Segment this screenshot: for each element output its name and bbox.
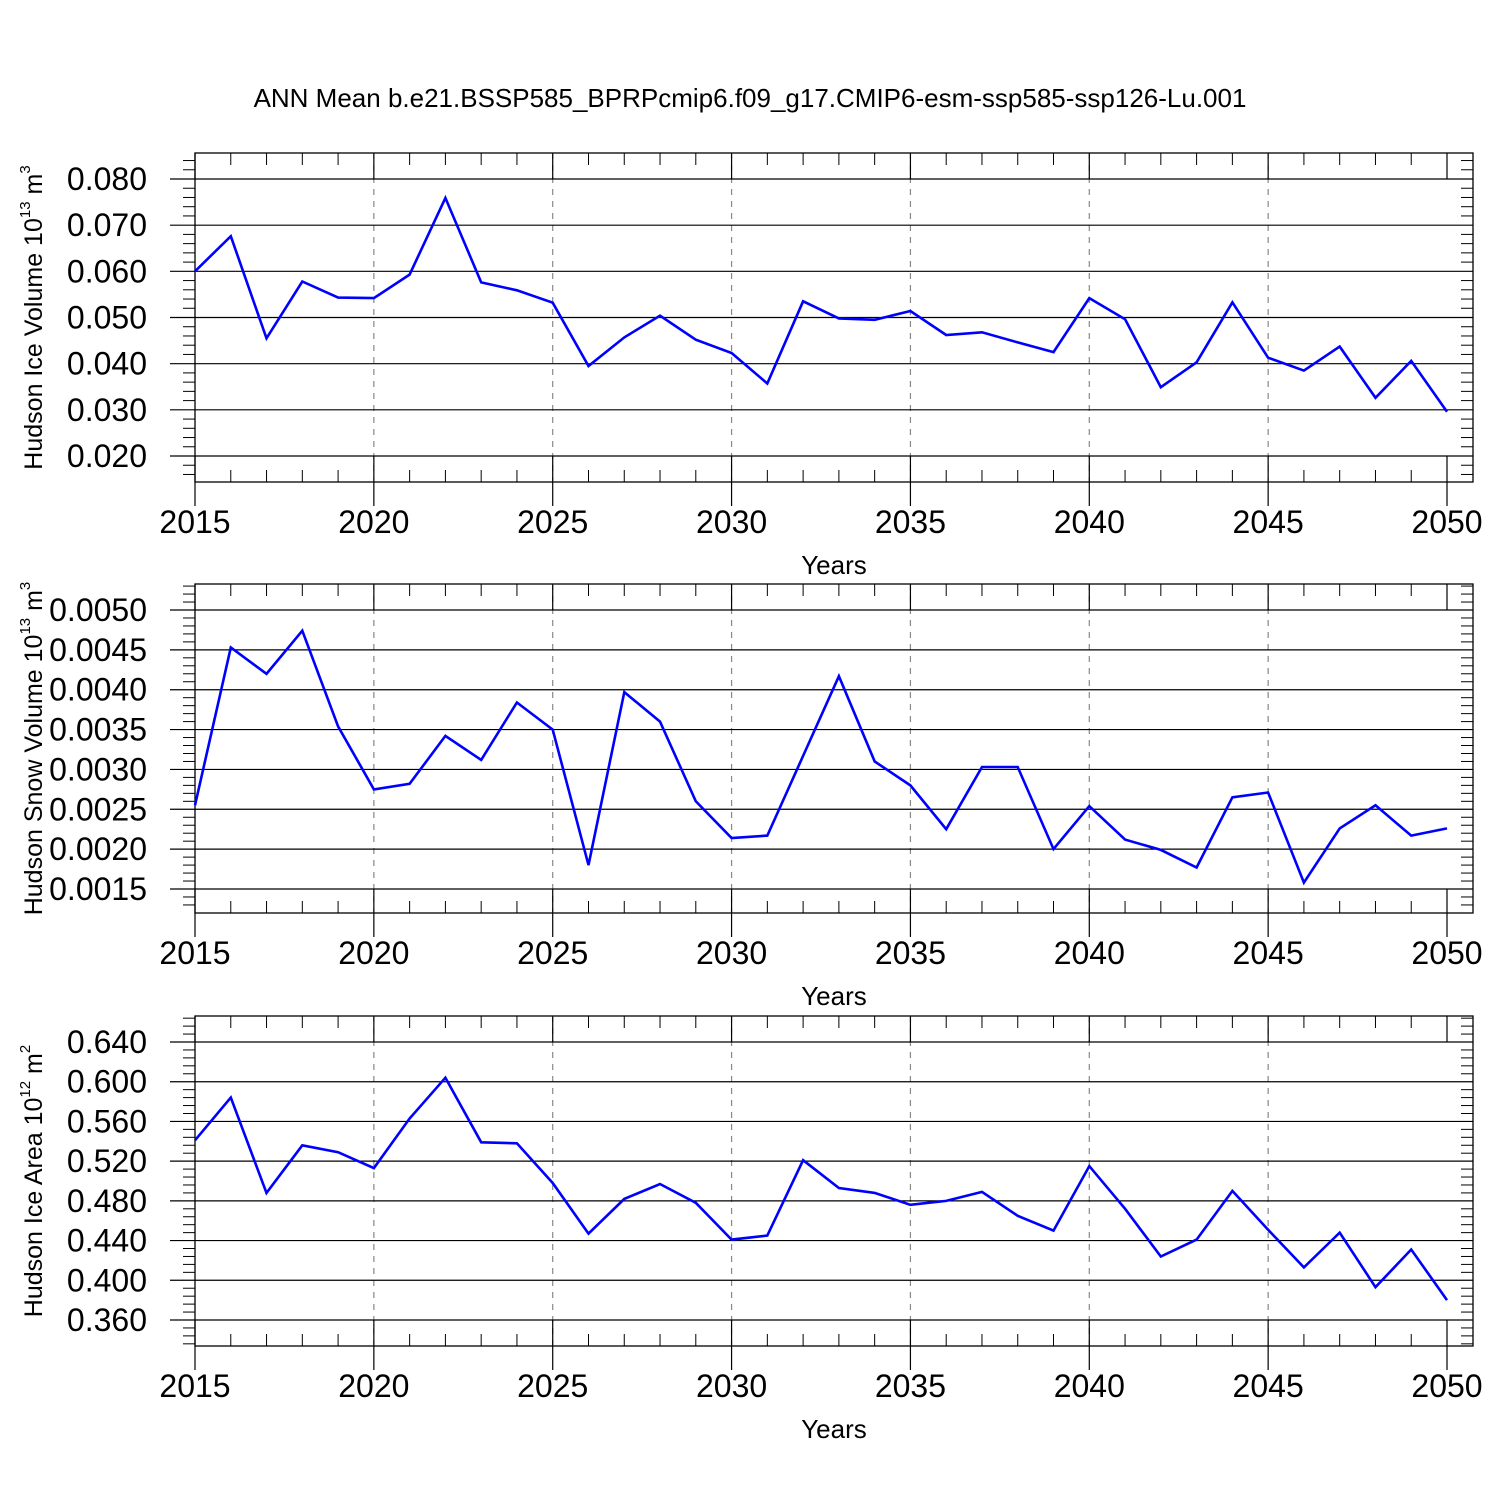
y-tick-label: 0.0040 [49,672,147,708]
x-tick-label: 2045 [1233,504,1304,540]
y-tick-label: 0.360 [67,1302,147,1338]
x-tick-label: 2035 [875,504,946,540]
x-tick-label: 2030 [696,935,767,971]
y-tick-label: 0.030 [67,392,147,428]
y-tick-label: 0.060 [67,253,147,289]
x-tick-label: 2035 [875,935,946,971]
x-tick-label: 2025 [517,1368,588,1404]
series-line [194,1075,1449,1301]
x-tick-label: 2025 [517,504,588,540]
y-axis-label-part: Hudson Ice Volume 10 [20,218,48,470]
plot-frame [194,583,1474,914]
y-tick-label: 0.440 [67,1223,147,1259]
y-tick-label: 0.600 [67,1064,147,1100]
y-tick-label: 0.070 [67,207,147,243]
y-axis-label: Hudson Snow Volume 1013 m3 [17,582,48,916]
y-axis-label-part: Hudson Snow Volume 10 [20,635,48,916]
y-tick-label: 0.0050 [49,592,147,628]
x-tick-label: 2045 [1233,935,1304,971]
x-tick-label: 2040 [1054,935,1125,971]
y-tick-label: 0.0030 [49,751,147,787]
y-tick-label: 0.0020 [49,831,147,867]
y-axis-label-part: 3 [17,582,34,590]
y-axis-label-part: 13 [17,618,34,635]
y-tick-label: 0.020 [67,438,147,474]
x-axis-label: Years [801,1414,867,1444]
y-axis-label: Hudson Ice Area 1012 m2 [17,1045,48,1317]
y-axis-label-part: Hudson Ice Area 10 [20,1098,48,1318]
x-tick-label: 2025 [517,935,588,971]
y-axis-label-part: m [20,1053,48,1081]
x-tick-label: 2045 [1233,1368,1304,1404]
y-tick-label: 0.0025 [49,791,147,827]
panel-hudson-ice-volume: 0.020 0.030 0.040 0.050 0.060 0.070 0.080 2015 2… [17,152,1483,580]
x-tick-label: 2020 [338,935,409,971]
y-tick-label: 0.050 [67,300,147,336]
y-axis-label-part: 3 [17,165,34,173]
series-line [194,194,1449,413]
y-axis-label-part: 2 [17,1045,34,1053]
y-axis-label: Hudson Ice Volume 1013 m3 [17,165,48,469]
x-tick-label: 2015 [159,935,230,971]
y-tick-label: 0.040 [67,346,147,382]
x-tick-label: 2030 [696,1368,767,1404]
x-tick-label: 2040 [1054,1368,1125,1404]
x-tick-label: 2040 [1054,504,1125,540]
figure-title: ANN Mean b.e21.BSSP585_BPRPcmip6.f09_g17… [254,83,1247,113]
x-tick-label: 2035 [875,1368,946,1404]
y-tick-label: 0.0045 [49,632,147,668]
series-line [193,628,1448,886]
y-axis-label-part: 13 [17,201,34,218]
x-tick-label: 2020 [338,1368,409,1404]
x-tick-label: 2015 [159,1368,230,1404]
y-tick-label: 0.640 [67,1024,147,1060]
x-axis-label: Years [801,550,867,580]
x-tick-label: 2050 [1411,504,1482,540]
x-tick-label: 2030 [696,504,767,540]
y-tick-label: 0.560 [67,1103,147,1139]
y-axis-label-part: 12 [17,1081,34,1098]
x-tick-label: 2015 [159,504,230,540]
y-axis-label-part: m [20,174,48,202]
y-tick-label: 0.520 [67,1143,147,1179]
x-axis-label: Years [801,981,867,1011]
x-tick-label: 2050 [1411,935,1482,971]
y-tick-label: 0.480 [67,1183,147,1219]
y-tick-label: 0.0015 [49,871,147,907]
x-tick-label: 2020 [338,504,409,540]
y-tick-label: 0.080 [67,161,147,197]
plot-frame [194,1015,1474,1347]
x-tick-label: 2050 [1411,1368,1482,1404]
y-axis-label-part: m [20,590,48,618]
y-tick-label: 0.0035 [49,712,147,748]
y-tick-label: 0.400 [67,1262,147,1298]
